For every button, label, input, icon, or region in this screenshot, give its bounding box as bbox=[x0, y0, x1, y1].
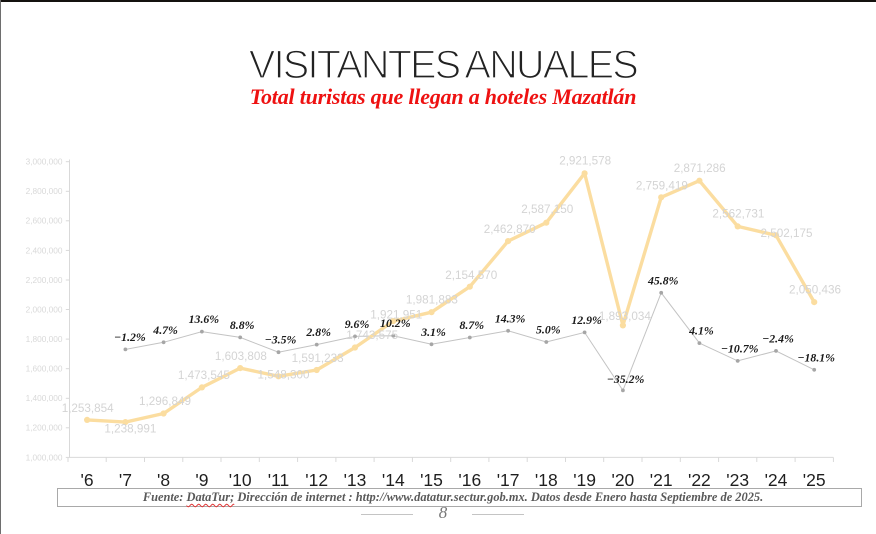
svg-text:4.7%: 4.7% bbox=[152, 323, 178, 337]
svg-text:'6: '6 bbox=[81, 470, 94, 490]
svg-text:1,600,000: 1,600,000 bbox=[26, 364, 63, 374]
svg-text:1,473,545: 1,473,545 bbox=[178, 369, 230, 382]
svg-text:1,800,000: 1,800,000 bbox=[26, 334, 63, 344]
svg-text:2,562,731: 2,562,731 bbox=[712, 208, 764, 221]
svg-text:2,871,286: 2,871,286 bbox=[674, 162, 726, 175]
svg-text:1,253,854: 1,253,854 bbox=[62, 402, 114, 415]
svg-text:'15: '15 bbox=[420, 470, 443, 490]
svg-text:1,981,883: 1,981,883 bbox=[406, 294, 458, 307]
svg-text:9.6%: 9.6% bbox=[345, 317, 370, 331]
svg-text:2,600,000: 2,600,000 bbox=[26, 216, 63, 226]
svg-text:'10: '10 bbox=[229, 470, 252, 490]
svg-text:2,587,150: 2,587,150 bbox=[521, 203, 573, 216]
svg-text:4.1%: 4.1% bbox=[688, 324, 714, 338]
svg-text:'16: '16 bbox=[458, 470, 481, 490]
svg-text:'20: '20 bbox=[611, 470, 634, 490]
svg-text:'14: '14 bbox=[382, 470, 405, 490]
svg-text:2,462,870: 2,462,870 bbox=[484, 223, 536, 236]
svg-text:1,400,000: 1,400,000 bbox=[26, 393, 63, 403]
svg-text:2,502,175: 2,502,175 bbox=[761, 227, 813, 240]
svg-text:−18.1%: −18.1% bbox=[797, 350, 835, 364]
svg-text:14.3%: 14.3% bbox=[495, 311, 526, 325]
svg-text:1,200,000: 1,200,000 bbox=[26, 423, 63, 433]
svg-text:1,921,951: 1,921,951 bbox=[370, 309, 422, 322]
svg-text:'24: '24 bbox=[765, 470, 788, 490]
svg-text:'8: '8 bbox=[157, 470, 170, 490]
svg-text:1,743,575: 1,743,575 bbox=[346, 329, 398, 342]
svg-text:'9: '9 bbox=[195, 470, 208, 490]
svg-text:−10.7%: −10.7% bbox=[721, 341, 759, 355]
svg-text:2,800,000: 2,800,000 bbox=[26, 186, 63, 196]
svg-text:'23: '23 bbox=[726, 470, 749, 490]
svg-text:'12: '12 bbox=[305, 470, 328, 490]
svg-text:'18: '18 bbox=[535, 470, 558, 490]
svg-text:'22: '22 bbox=[688, 470, 711, 490]
svg-text:−3.5%: −3.5% bbox=[265, 333, 297, 347]
svg-text:2,000,000: 2,000,000 bbox=[26, 304, 63, 314]
svg-text:−1.2%: −1.2% bbox=[114, 330, 146, 344]
svg-text:10.2%: 10.2% bbox=[380, 316, 411, 330]
svg-text:'11: '11 bbox=[268, 470, 290, 490]
svg-text:2,921,578: 2,921,578 bbox=[559, 155, 611, 168]
svg-text:2,400,000: 2,400,000 bbox=[26, 245, 63, 255]
svg-text:1,893,034: 1,893,034 bbox=[599, 310, 651, 323]
svg-text:'21: '21 bbox=[650, 470, 673, 490]
svg-text:−35.2%: −35.2% bbox=[607, 372, 645, 386]
svg-text:'25: '25 bbox=[803, 470, 826, 490]
svg-text:45.8%: 45.8% bbox=[647, 273, 679, 287]
svg-text:−2.4%: −2.4% bbox=[762, 331, 794, 345]
svg-text:2,050,436: 2,050,436 bbox=[789, 284, 841, 297]
svg-text:3,000,000: 3,000,000 bbox=[26, 157, 63, 167]
svg-text:2,154,570: 2,154,570 bbox=[445, 269, 497, 282]
svg-text:1,591,233: 1,591,233 bbox=[292, 352, 344, 365]
svg-text:2,200,000: 2,200,000 bbox=[26, 275, 63, 285]
svg-text:1,548,300: 1,548,300 bbox=[258, 369, 310, 382]
svg-text:12.9%: 12.9% bbox=[571, 313, 602, 327]
svg-text:1,000,000: 1,000,000 bbox=[26, 452, 63, 462]
svg-text:8.8%: 8.8% bbox=[230, 318, 255, 332]
svg-text:2.8%: 2.8% bbox=[305, 325, 331, 339]
svg-text:'13: '13 bbox=[344, 470, 367, 490]
svg-text:1,296,849: 1,296,849 bbox=[139, 395, 191, 408]
svg-text:2,759,419: 2,759,419 bbox=[636, 179, 688, 192]
svg-text:13.6%: 13.6% bbox=[189, 312, 220, 326]
svg-text:'7: '7 bbox=[119, 470, 132, 490]
svg-text:'19: '19 bbox=[573, 470, 596, 490]
svg-text:5.0%: 5.0% bbox=[536, 323, 561, 337]
svg-text:3.1%: 3.1% bbox=[420, 325, 446, 339]
svg-text:1,238,991: 1,238,991 bbox=[104, 423, 156, 436]
svg-text:8.7%: 8.7% bbox=[460, 318, 485, 332]
svg-text:1,603,808: 1,603,808 bbox=[215, 350, 267, 363]
svg-text:'17: '17 bbox=[497, 470, 520, 490]
